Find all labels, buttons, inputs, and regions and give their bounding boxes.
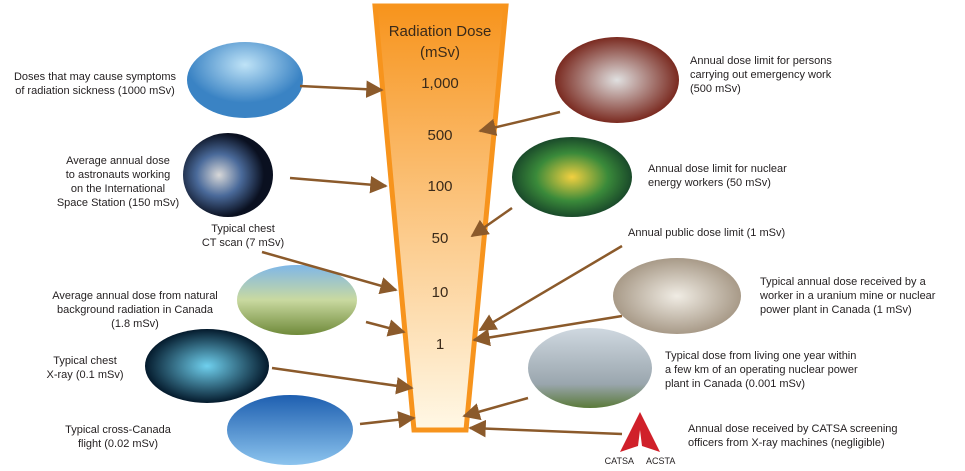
arrow [470, 428, 622, 434]
scale-label: 1 [436, 336, 444, 353]
arrow [360, 418, 414, 424]
annotation-text: Annual dose limit for persons [690, 55, 832, 67]
annotation-text: officers from X-ray machines (negligible… [688, 437, 885, 449]
annotation-text: to astronauts working [66, 169, 171, 181]
annotation-text: Doses that may cause symptoms [14, 71, 177, 83]
annotation-text: worker in a uranium mine or nuclear [759, 290, 936, 302]
scale-label: 100 [427, 178, 452, 195]
annotation-text: X-ray (0.1 mSv) [46, 369, 123, 381]
annotation-text: Typical chest [53, 355, 117, 367]
scale-title: Radiation Dose [389, 23, 492, 40]
annotation-text: Typical dose from living one year within [665, 350, 856, 362]
infographic: Radiation Dose (mSv) 1,000 500 100 50 10 1 Doses… [0, 0, 965, 471]
annotation-text: (500 mSv) [690, 83, 741, 95]
scale-label: 1,000 [421, 75, 459, 92]
annotation-text: a few km of an operating nuclear power [665, 364, 858, 376]
annotation-text: Space Station (150 mSv) [57, 197, 179, 209]
scale-unit: (mSv) [420, 44, 460, 61]
annotation-text: CT scan (7 mSv) [202, 237, 284, 249]
annotation-text: plant in Canada (0.001 mSv) [665, 378, 805, 390]
arrow [480, 246, 622, 330]
annotation-text: on the International [71, 183, 165, 195]
annotation-text: of radiation sickness (1000 mSv) [15, 85, 175, 97]
annotation-text: energy workers (50 mSv) [648, 177, 771, 189]
logo-text: CATSA [605, 456, 634, 466]
scale-label: 50 [432, 230, 449, 247]
annotation-text: power plant in Canada (1 mSv) [760, 304, 912, 316]
annotation-text: (1.8 mSv) [111, 318, 159, 330]
annotation-text: Annual dose limit for nuclear [648, 163, 787, 175]
annotation-text: Typical annual dose received by a [760, 276, 927, 288]
annotation-text: Annual dose received by CATSA screening [688, 423, 898, 435]
arrow [290, 178, 386, 186]
annotation-text: flight (0.02 mSv) [78, 438, 158, 450]
annotation-text: Typical chest [211, 223, 275, 235]
arrow [300, 86, 382, 90]
arrow [366, 322, 404, 332]
annotation-text: Average annual dose from natural [52, 290, 218, 302]
logo-text: ACSTA [646, 456, 675, 466]
scale-label: 10 [432, 284, 449, 301]
annotation-text: Average annual dose [66, 155, 170, 167]
annotation-text: background radiation in Canada [57, 304, 214, 316]
arrow [464, 398, 528, 416]
scale-label: 500 [427, 127, 452, 144]
annotation-text: Annual public dose limit (1 mSv) [628, 227, 785, 239]
annotation-text: carrying out emergency work [690, 69, 832, 81]
annotation-text: Typical cross-Canada [65, 424, 172, 436]
dose-gauge [375, 6, 506, 430]
arrow [272, 368, 412, 388]
